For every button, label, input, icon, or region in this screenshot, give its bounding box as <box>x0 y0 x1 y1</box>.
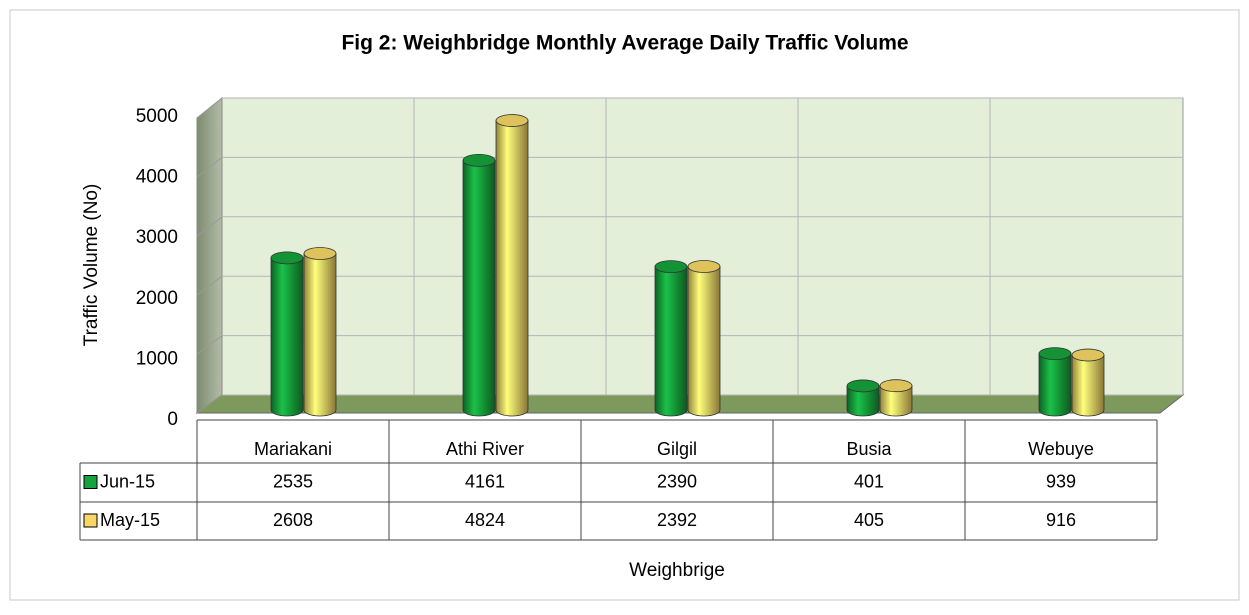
bar <box>495 120 529 417</box>
table-value: 4824 <box>465 510 505 530</box>
legend-label: Jun-15 <box>100 471 155 491</box>
y-tick-label: 5000 <box>136 106 178 127</box>
bar-top <box>270 251 304 265</box>
chart-title: Fig 2: Weighbridge Monthly Average Daily… <box>341 32 908 55</box>
bar <box>1071 354 1105 417</box>
legend-label: May-15 <box>100 510 160 530</box>
bar <box>654 266 688 417</box>
bar-top <box>687 260 721 273</box>
x-tick-label: Webuye <box>1028 439 1094 459</box>
y-tick-label: 2000 <box>136 288 178 309</box>
bar-top <box>879 379 913 393</box>
bar <box>462 159 496 417</box>
table-value: 401 <box>854 471 884 491</box>
grid-line <box>196 216 223 237</box>
x-axis-label: Weighbrige <box>629 560 725 581</box>
table-value: 2608 <box>273 510 313 530</box>
y-axis-label: Traffic Volume (No) <box>81 184 102 347</box>
bar-top <box>1071 348 1105 362</box>
bar-top <box>654 260 688 274</box>
y-tick-label: 1000 <box>136 348 178 369</box>
y-tick-label: 0 <box>167 409 178 430</box>
x-tick-label: Busia <box>846 439 892 459</box>
table-value: 4161 <box>465 471 505 491</box>
bar-top <box>462 153 496 167</box>
table-value: 939 <box>1046 471 1076 491</box>
grid-line <box>196 97 223 119</box>
table-value: 2392 <box>657 510 697 530</box>
bar <box>1038 353 1072 417</box>
bar <box>879 385 913 417</box>
legend-swatch <box>83 475 98 489</box>
y-tick-label: 4000 <box>136 167 178 188</box>
table-value: 405 <box>854 510 884 530</box>
grid-line <box>196 275 223 296</box>
bar <box>270 257 304 417</box>
bar <box>687 266 721 417</box>
bar <box>846 385 880 417</box>
legend-swatch <box>83 513 98 528</box>
bar-top <box>303 247 337 260</box>
bar-top <box>846 379 880 393</box>
y-tick-label: 3000 <box>136 227 178 248</box>
bar-top <box>1038 347 1072 361</box>
table-value: 2535 <box>273 471 313 491</box>
grid-line <box>196 394 223 414</box>
side-wall <box>196 96 223 414</box>
grid-line <box>196 335 223 355</box>
table-value: 2390 <box>657 471 697 491</box>
x-tick-label: Athi River <box>446 439 524 459</box>
x-tick-label: Gilgil <box>657 439 697 459</box>
grid-line <box>196 157 223 178</box>
x-tick-label: Mariakani <box>254 439 332 459</box>
bar <box>303 253 337 417</box>
bar-top <box>495 114 529 127</box>
table-value: 916 <box>1046 510 1076 530</box>
